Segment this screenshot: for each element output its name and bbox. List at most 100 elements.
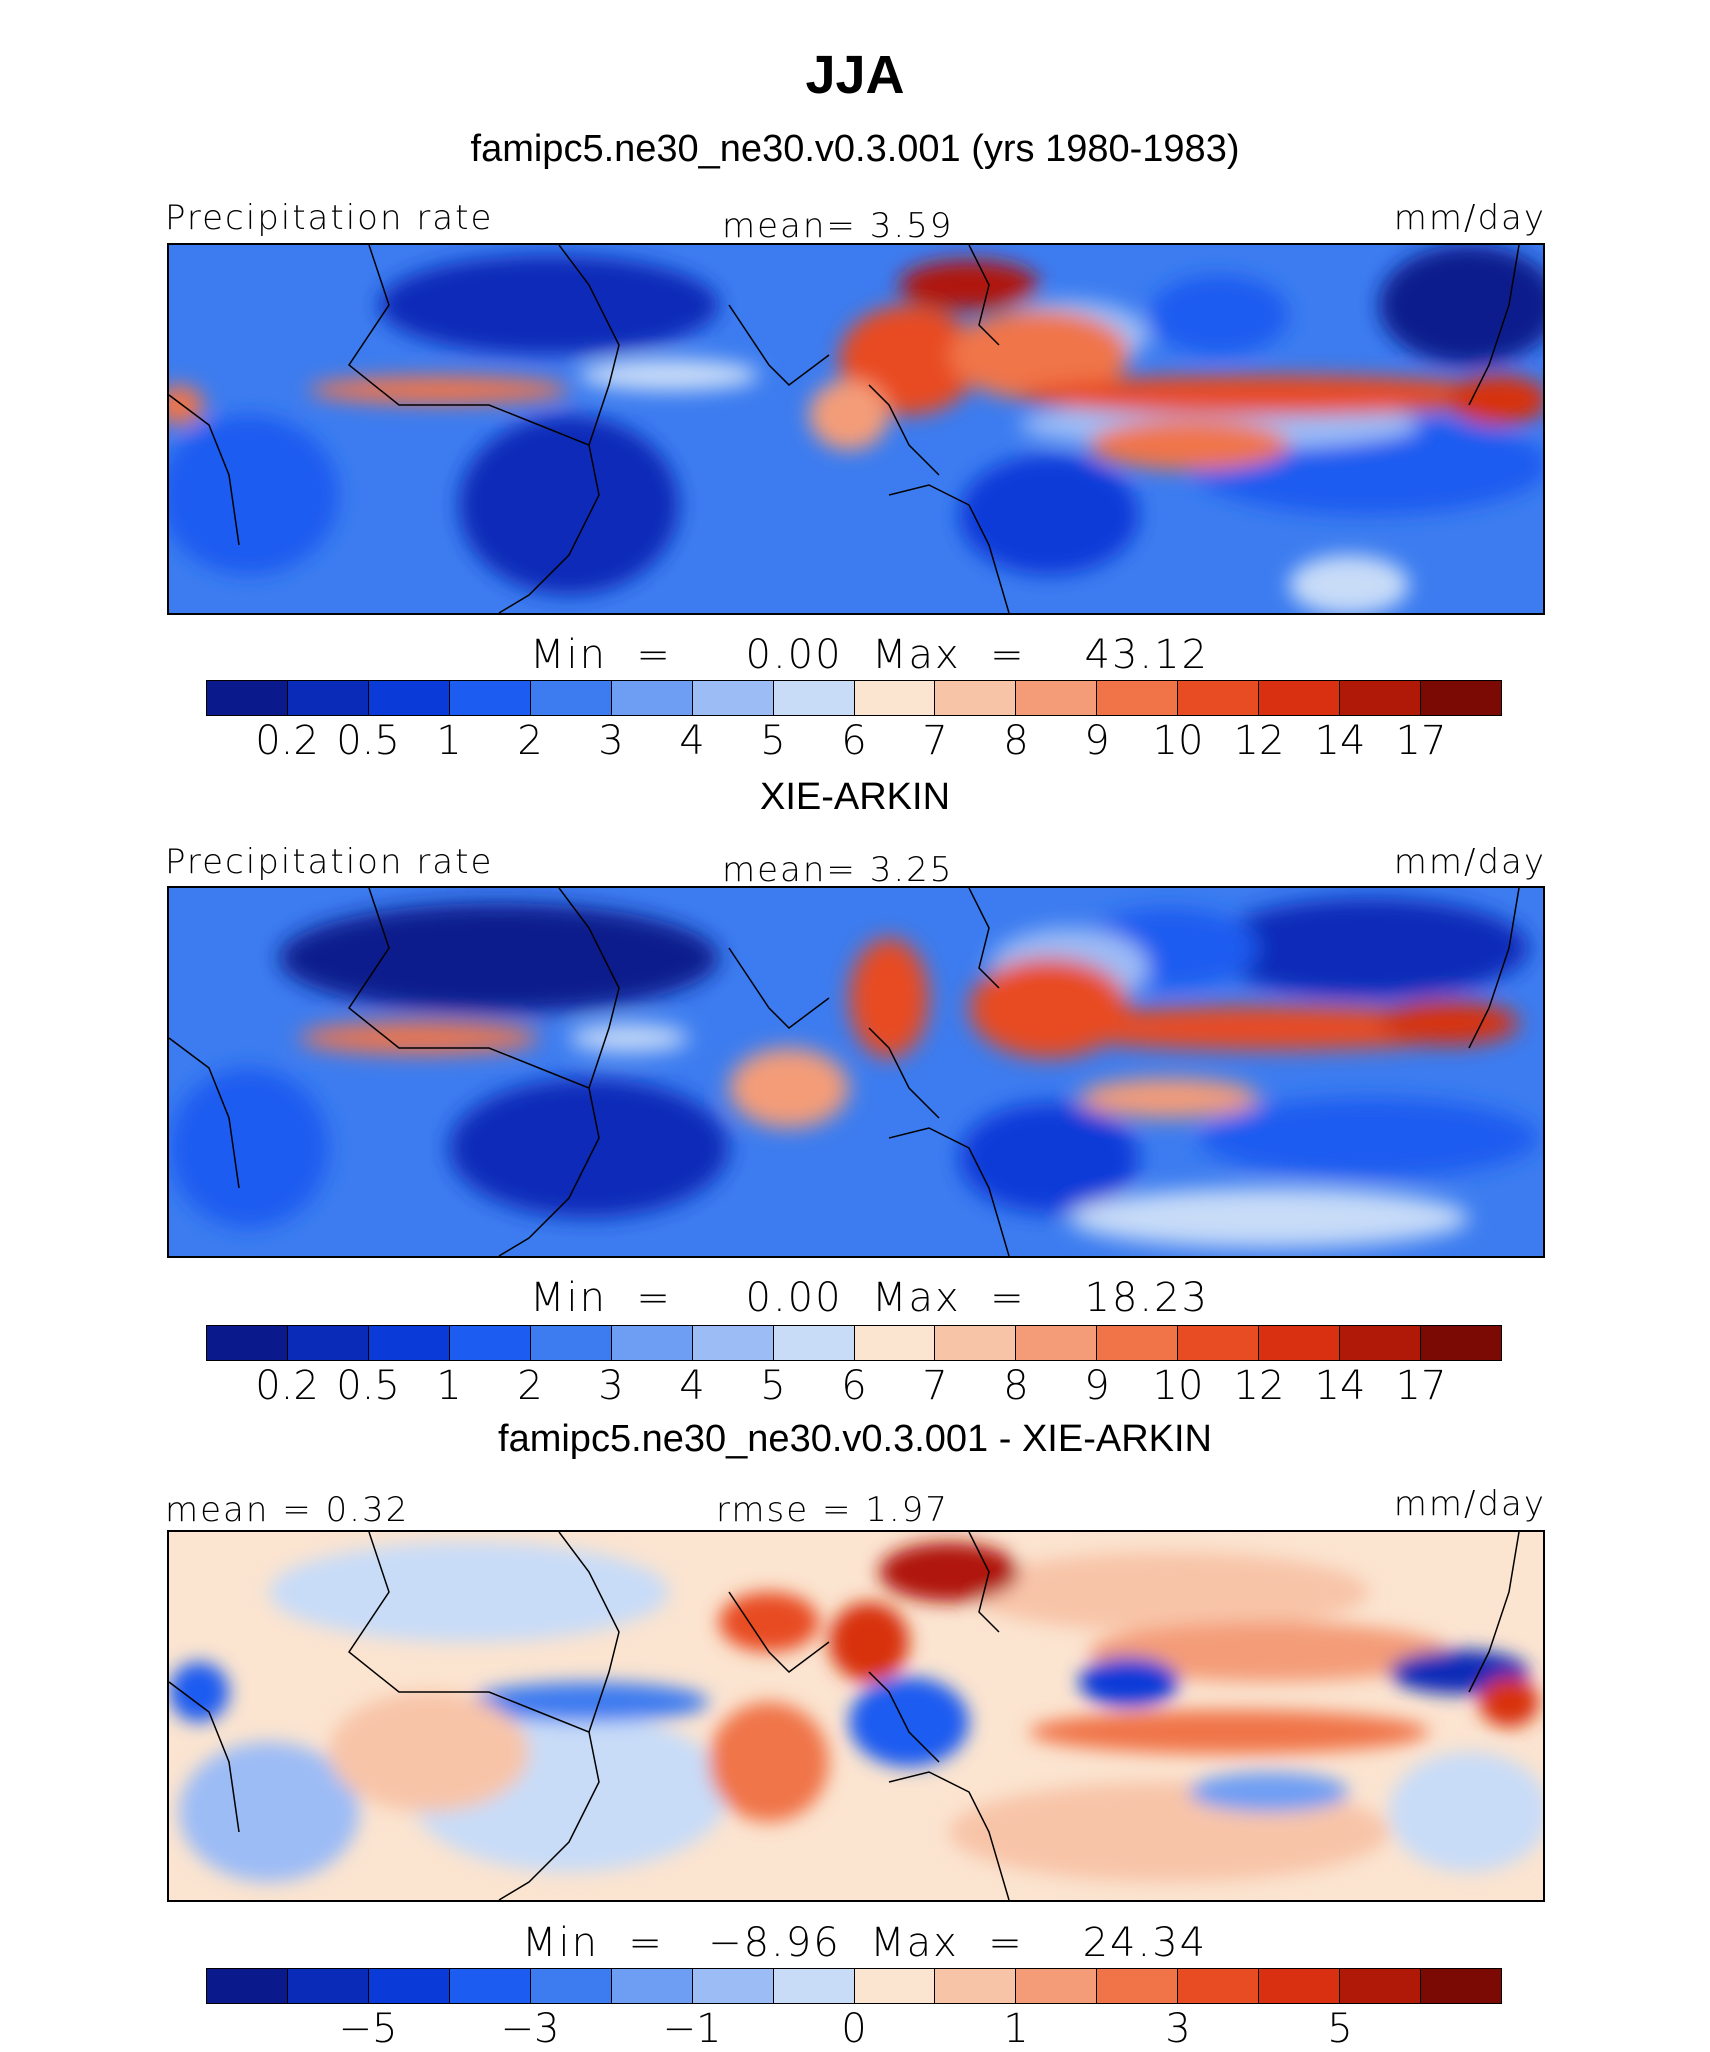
colorbar-tick-label: 0.5 (336, 718, 400, 764)
colorbar-tick-label: 1 (436, 1363, 462, 1409)
panel-2-colorbar (206, 1325, 1502, 1361)
colorbar-swatch (287, 1326, 369, 1360)
colorbar-swatch (1340, 681, 1422, 715)
colorbar-swatch (692, 681, 774, 715)
colorbar-tick-label: 6 (841, 1363, 867, 1409)
panel-1-units-label: mm/day (1393, 198, 1546, 238)
colorbar-swatch (935, 1969, 1017, 2003)
colorbar-tick-label: 0.5 (336, 1363, 400, 1409)
colorbar-tick-label: 5 (1327, 2006, 1353, 2052)
colorbar-swatch (611, 681, 693, 715)
colorbar-tick-label: 17 (1395, 1363, 1447, 1409)
colorbar-swatch (1421, 681, 1501, 715)
colorbar-tick-label: −1 (662, 2006, 722, 2052)
colorbar-tick-label: 3 (598, 1363, 624, 1409)
panel-3-mean-label: mean = 0.32 (165, 1490, 410, 1530)
colorbar-tick-label: 1 (436, 718, 462, 764)
panel-3-map (167, 1530, 1545, 1902)
colorbar-swatch (692, 1326, 774, 1360)
panel-3-minmax: Min = −8.96 Max = 24.34 (522, 1920, 1208, 1966)
colorbar-tick-label: 2 (517, 718, 543, 764)
panel-1-subtitle: famipc5.ne30_ne30.v0.3.001 (yrs 1980-198… (470, 128, 1240, 170)
colorbar-tick-label: 6 (841, 718, 867, 764)
colorbar-swatch (287, 1969, 369, 2003)
panel-2-mean-label: mean= 3.25 (722, 850, 954, 890)
panel-1-colorbar (206, 680, 1502, 716)
colorbar-swatch (207, 681, 288, 715)
colorbar-swatch (1178, 1969, 1260, 2003)
colorbar-swatch (1178, 681, 1260, 715)
colorbar-tick-label: 7 (922, 718, 948, 764)
colorbar-swatch (1259, 1326, 1341, 1360)
colorbar-swatch (1097, 1326, 1179, 1360)
colorbar-swatch (449, 1969, 531, 2003)
colorbar-swatch (1340, 1969, 1422, 2003)
panel-1-map-field (169, 245, 1543, 613)
colorbar-swatch (368, 1969, 450, 2003)
panel-2-units-label: mm/day (1393, 842, 1546, 882)
panel-1-variable-label: Precipitation rate (165, 198, 494, 238)
panel-1-mean-label: mean= 3.59 (722, 206, 954, 246)
colorbar-tick-label: 2 (517, 1363, 543, 1409)
panel-2-colorbar-ticks: 0.2 0.5 1 2 3 4 5 6 7 8 9 10 12 14 17 (206, 1361, 1502, 1411)
colorbar-tick-label: 5 (760, 1363, 786, 1409)
colorbar-tick-label: −3 (500, 2006, 560, 2052)
colorbar-tick-label: 5 (760, 718, 786, 764)
colorbar-swatch (611, 1326, 693, 1360)
panel-2-subtitle: XIE-ARKIN (759, 776, 951, 818)
colorbar-swatch (854, 1326, 936, 1360)
colorbar-swatch (1097, 681, 1179, 715)
panel-2-map-field (169, 888, 1543, 1256)
colorbar-tick-label: 4 (679, 1363, 705, 1409)
panel-2-variable-label: Precipitation rate (165, 842, 494, 882)
colorbar-tick-label: 3 (598, 718, 624, 764)
colorbar-tick-label: 12 (1233, 718, 1285, 764)
colorbar-tick-label: 1 (1003, 2006, 1029, 2052)
colorbar-swatch (935, 681, 1017, 715)
colorbar-swatch (530, 681, 612, 715)
colorbar-swatch (449, 681, 531, 715)
colorbar-tick-label: 14 (1314, 718, 1366, 764)
colorbar-swatch (1259, 681, 1341, 715)
colorbar-swatch (1016, 1326, 1098, 1360)
colorbar-swatch (1259, 1969, 1341, 2003)
panel-3-rmse-label: rmse = 1.97 (716, 1490, 949, 1530)
colorbar-swatch (368, 681, 450, 715)
colorbar-tick-label: 10 (1152, 718, 1204, 764)
colorbar-tick-label: 8 (1003, 718, 1029, 764)
colorbar-swatch (1421, 1969, 1501, 2003)
colorbar-tick-label: 0 (841, 2006, 867, 2052)
colorbar-swatch (530, 1326, 612, 1360)
panel-3-map-field (169, 1532, 1543, 1900)
colorbar-tick-label: 14 (1314, 1363, 1366, 1409)
panel-1-minmax: Min = 0.00 Max = 43.12 (530, 632, 1209, 678)
colorbar-swatch (449, 1326, 531, 1360)
colorbar-swatch (368, 1326, 450, 1360)
colorbar-swatch (611, 1969, 693, 2003)
colorbar-tick-label: 4 (679, 718, 705, 764)
figure-title: JJA (805, 45, 905, 105)
colorbar-swatch (773, 681, 855, 715)
colorbar-tick-label: 8 (1003, 1363, 1029, 1409)
colorbar-swatch (1016, 681, 1098, 715)
panel-2-minmax: Min = 0.00 Max = 18.23 (530, 1275, 1209, 1321)
colorbar-swatch (287, 681, 369, 715)
colorbar-tick-label: 17 (1395, 718, 1447, 764)
colorbar-swatch (773, 1969, 855, 2003)
colorbar-swatch (935, 1326, 1017, 1360)
colorbar-swatch (692, 1969, 774, 2003)
panel-3-subtitle: famipc5.ne30_ne30.v0.3.001 - XIE-ARKIN (498, 1418, 1212, 1460)
colorbar-swatch (1340, 1326, 1422, 1360)
panel-2-map (167, 886, 1545, 1258)
colorbar-tick-label: 10 (1152, 1363, 1204, 1409)
panel-1-map (167, 243, 1545, 615)
colorbar-tick-label: 12 (1233, 1363, 1285, 1409)
colorbar-tick-label: −5 (338, 2006, 398, 2052)
colorbar-tick-label: 3 (1165, 2006, 1191, 2052)
colorbar-swatch (530, 1969, 612, 2003)
panel-3-colorbar-ticks: −5 −3 −1 0 1 3 5 (206, 2004, 1502, 2052)
panel-1-colorbar-ticks: 0.2 0.5 1 2 3 4 5 6 7 8 9 10 12 14 17 (206, 716, 1502, 766)
colorbar-tick-label: 9 (1084, 1363, 1110, 1409)
colorbar-swatch (207, 1326, 288, 1360)
panel-3-colorbar (206, 1968, 1502, 2004)
